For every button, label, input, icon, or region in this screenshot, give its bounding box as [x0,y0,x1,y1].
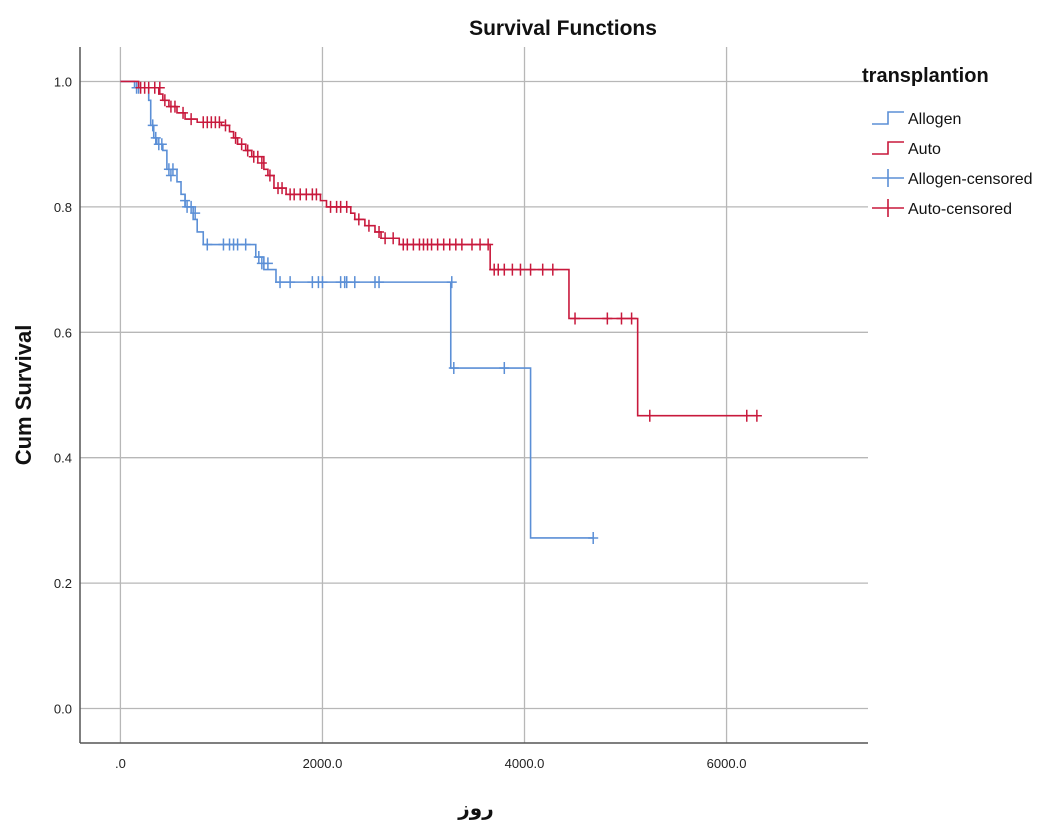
auto-censor-mark [159,94,170,107]
auto-censor-mark [214,116,225,129]
auto-censor-mark [363,219,374,232]
y-tick-label: 1.0 [54,74,72,89]
auto-censor-mark [547,263,558,276]
y-tick-label: 0.6 [54,325,72,340]
auto-censor-mark [236,138,247,151]
auto-censor-mark [626,312,637,325]
auto-censor-mark [186,113,197,126]
auto-censor-mark [242,144,253,157]
auto-censor-mark [374,225,385,238]
allogen-censor-mark [446,276,457,289]
y-tick-label: 0.8 [54,200,72,215]
auto-censor-mark [456,238,467,251]
auto-censor-mark [264,169,275,182]
allogen-survival-line [120,80,594,539]
legend-title: transplantion [862,65,989,87]
legend-label-auto-censored: Auto-censored [908,201,1012,218]
auto-censor-mark [277,182,288,195]
legend-swatch-allogen [872,111,904,125]
auto-censor-mark [388,232,399,245]
auto-survival-line [120,80,757,417]
x-axis-label: روز [457,796,493,820]
auto-censor-mark [341,200,352,213]
allogen-censor-mark [275,276,286,289]
auto-censor-mark [169,100,180,113]
allogen-censor-mark [165,169,176,182]
allogen-censor-mark [150,131,161,144]
auto-censor-mark [252,150,263,163]
auto-censor-mark [515,263,526,276]
y-axis-label: Cum Survival [11,325,36,466]
auto-censor-mark [230,131,241,144]
legend-label-allogen: Allogen [908,111,961,128]
allogen-censor-mark [167,163,178,176]
chart-title: Survival Functions [469,17,657,40]
allogen-censor-mark [147,119,158,132]
auto-censor-mark [570,312,581,325]
x-tick-label: 4000.0 [505,756,545,771]
x-tick-label: .0 [115,756,126,771]
allogen-censor-mark [240,238,251,251]
y-tick-label: 0.0 [54,702,72,717]
auto-censor-mark [644,409,655,422]
auto-censor-mark [220,119,231,132]
allogen-censor-mark [349,276,360,289]
legend-label-allogen-censored: Allogen-censored [908,171,1033,188]
auto-censor-mark [537,263,548,276]
auto-censor-mark [525,263,536,276]
series-layer [120,80,762,544]
auto-censor-mark [751,409,762,422]
legend-label-auto: Auto [908,141,941,158]
auto-censor-mark [311,188,322,201]
legend-swatch-auto-censored [872,199,904,217]
allogen-censor-mark [317,276,328,289]
auto-censor-mark [483,238,494,251]
allogen-censor-mark [374,276,385,289]
allogen-censor-mark [190,207,201,220]
grid-lines [80,47,868,743]
auto-censor-mark [616,312,627,325]
auto-censor-mark [353,213,364,226]
allogen-censor-mark [499,362,510,375]
y-tick-label: 0.2 [54,576,72,591]
auto-censor-mark [178,106,189,119]
tick-labels: 0.0 0.2 0.4 0.6 0.8 1.0 .0 2000.0 4000.0 6000.0 [54,74,747,771]
auto-censor-mark [154,81,165,94]
allogen-censor-mark [285,276,296,289]
axes [79,47,868,744]
allogen-censor-mark [448,362,459,375]
auto-censor-mark [741,409,752,422]
auto-censor-mark [602,312,613,325]
allogen-censor-mark [156,138,167,151]
legend-swatch-auto [872,141,904,155]
allogen-censor-mark [180,194,191,207]
y-tick-label: 0.4 [54,451,72,466]
legend: transplantion Allogen Auto Allogen-censore… [862,65,1033,218]
allogen-censor-mark [253,251,264,264]
allogen-censor-mark [262,257,273,270]
allogen-censor-mark [202,238,213,251]
x-tick-label: 6000.0 [707,756,747,771]
allogen-censor-mark [186,200,197,213]
legend-swatch-allogen-censored [872,169,904,187]
x-tick-label: 2000.0 [303,756,343,771]
auto-censor-mark [256,157,267,169]
allogen-censor-mark [588,531,599,544]
